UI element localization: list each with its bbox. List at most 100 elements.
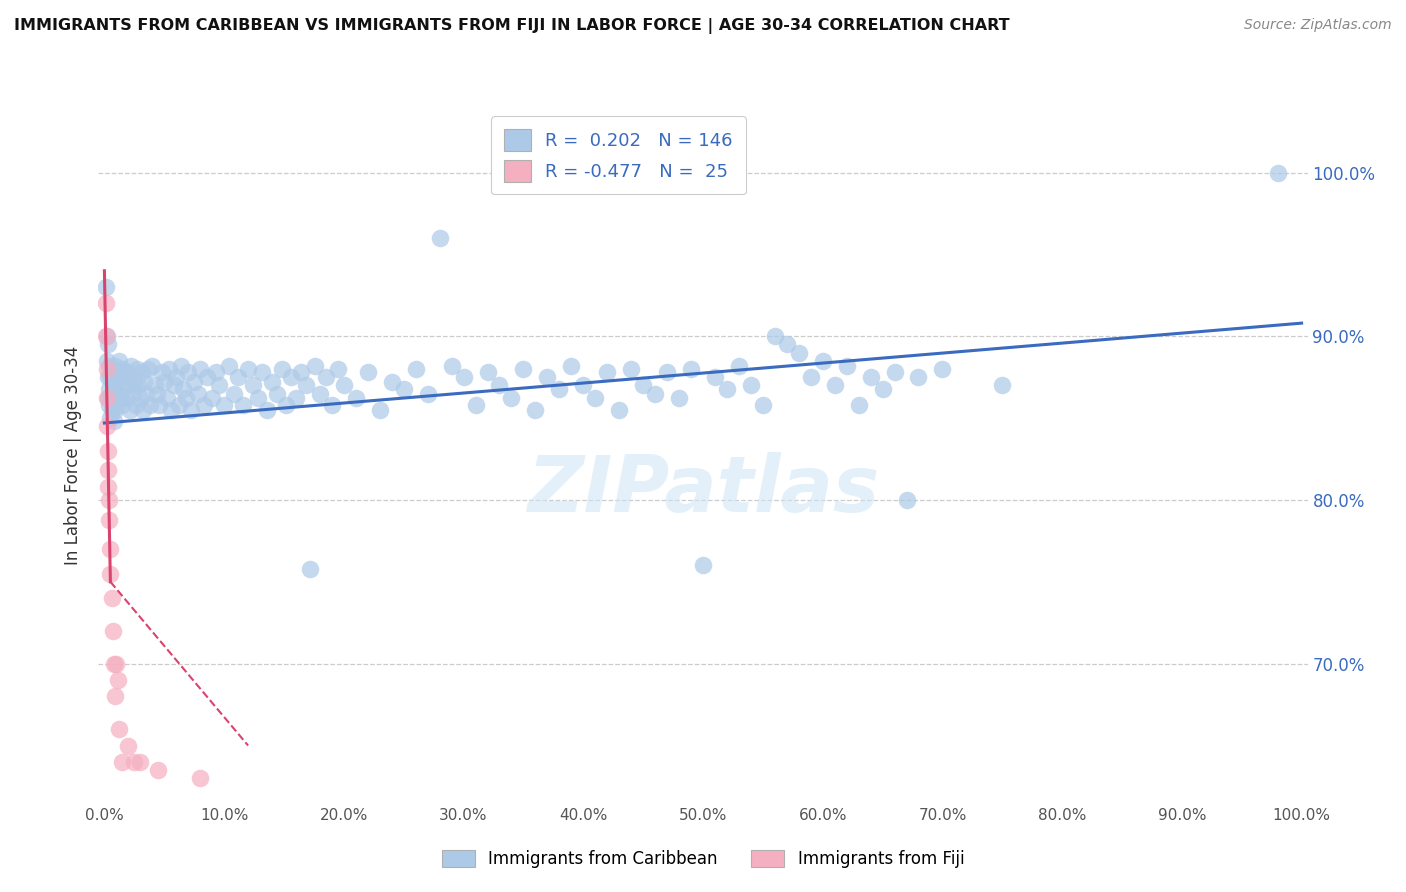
Point	[188, 362, 211, 376]
Point	[344, 392, 367, 406]
Point	[776, 337, 799, 351]
Point	[101, 624, 124, 638]
Point	[96, 353, 118, 368]
Text: ZIPatlas: ZIPatlas	[527, 451, 879, 528]
Point	[236, 362, 259, 376]
Point	[118, 403, 141, 417]
Point	[120, 359, 142, 373]
Point	[103, 657, 125, 671]
Point	[740, 378, 762, 392]
Point	[150, 365, 173, 379]
Point	[294, 378, 316, 392]
Point	[429, 231, 451, 245]
Point	[368, 403, 391, 417]
Point	[177, 365, 200, 379]
Point	[728, 359, 751, 373]
Point	[111, 398, 134, 412]
Point	[101, 362, 124, 376]
Point	[512, 362, 534, 376]
Point	[105, 392, 128, 406]
Point	[811, 353, 834, 368]
Point	[228, 370, 250, 384]
Point	[148, 763, 170, 777]
Point	[122, 370, 145, 384]
Point	[290, 365, 312, 379]
Point	[488, 378, 510, 392]
Point	[124, 755, 146, 769]
Point	[153, 375, 176, 389]
Point	[246, 392, 269, 406]
Point	[440, 359, 463, 373]
Point	[96, 362, 118, 376]
Point	[716, 382, 738, 396]
Point	[326, 362, 349, 376]
Point	[256, 403, 278, 417]
Point	[115, 392, 138, 406]
Point	[187, 386, 209, 401]
Point	[117, 378, 139, 392]
Legend: Immigrants from Caribbean, Immigrants from Fiji: Immigrants from Caribbean, Immigrants fr…	[434, 843, 972, 875]
Point	[97, 392, 120, 406]
Point	[195, 370, 218, 384]
Point	[129, 392, 152, 406]
Point	[103, 414, 125, 428]
Point	[859, 370, 882, 384]
Point	[991, 378, 1014, 392]
Point	[218, 359, 240, 373]
Point	[146, 386, 169, 401]
Point	[160, 403, 183, 417]
Point	[824, 378, 846, 392]
Point	[315, 370, 337, 384]
Point	[96, 329, 118, 343]
Point	[100, 403, 122, 417]
Point	[835, 359, 858, 373]
Point	[188, 771, 211, 785]
Point	[136, 362, 159, 376]
Point	[655, 365, 678, 379]
Point	[105, 365, 128, 379]
Point	[148, 398, 170, 412]
Point	[357, 365, 380, 379]
Point	[872, 382, 894, 396]
Point	[100, 392, 122, 406]
Text: IMMIGRANTS FROM CARIBBEAN VS IMMIGRANTS FROM FIJI IN LABOR FORCE | AGE 30-34 COR: IMMIGRANTS FROM CARIBBEAN VS IMMIGRANTS …	[14, 18, 1010, 34]
Point	[107, 673, 129, 687]
Point	[105, 657, 128, 671]
Point	[631, 378, 654, 392]
Point	[232, 398, 254, 412]
Point	[204, 365, 226, 379]
Point	[333, 378, 356, 392]
Point	[276, 398, 298, 412]
Point	[392, 382, 415, 396]
Point	[107, 722, 129, 736]
Point	[284, 392, 307, 406]
Point	[560, 359, 582, 373]
Point	[309, 386, 332, 401]
Point	[156, 392, 179, 406]
Point	[763, 329, 786, 343]
Point	[104, 359, 127, 373]
Point	[100, 411, 122, 425]
Point	[620, 362, 643, 376]
Point	[141, 359, 163, 373]
Point	[644, 386, 666, 401]
Point	[100, 386, 122, 401]
Point	[127, 378, 149, 392]
Point	[124, 375, 146, 389]
Point	[679, 362, 702, 376]
Point	[180, 403, 202, 417]
Point	[143, 378, 166, 392]
Point	[104, 382, 127, 396]
Point	[848, 398, 870, 412]
Point	[121, 386, 143, 401]
Point	[266, 386, 288, 401]
Point	[131, 365, 153, 379]
Point	[800, 370, 823, 384]
Point	[270, 362, 292, 376]
Point	[163, 378, 186, 392]
Point	[101, 398, 124, 412]
Point	[94, 329, 117, 343]
Point	[111, 362, 134, 376]
Point	[103, 375, 125, 389]
Point	[157, 362, 180, 376]
